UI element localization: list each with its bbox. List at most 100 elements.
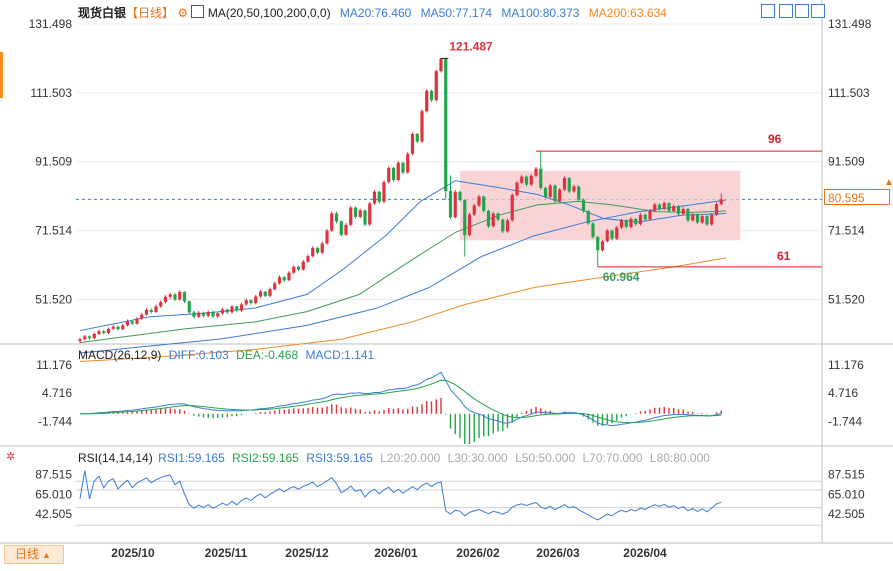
candle-body: [629, 218, 633, 227]
candle-body: [320, 243, 324, 253]
candle-body: [515, 182, 519, 196]
macd-header: MACD(26,12,9) DIFF:0.103 DEA:-0.468 MACD…: [78, 348, 374, 362]
candle-body: [539, 168, 543, 188]
candle-body: [691, 214, 695, 221]
macd-diff-line: [79, 371, 722, 427]
price-pointer-icon: ▲: [884, 177, 893, 188]
triangle-up-icon: ▲: [42, 550, 51, 560]
candle-body: [87, 336, 92, 339]
annotations: 121.487 96 61 60.964: [440, 39, 822, 284]
candle-body: [548, 185, 552, 197]
x-axis-label: 2026/01: [374, 546, 418, 560]
l70-value: L70:70.000: [582, 451, 643, 465]
settings-icon[interactable]: ⚙: [177, 6, 189, 20]
candle-body: [268, 289, 272, 296]
candle-body: [501, 219, 505, 232]
candle-body: [477, 196, 481, 206]
candle-body: [173, 294, 177, 300]
macd-panel: 11.176 11.176 4.716 4.716 -1.744 -1.744: [36, 358, 864, 445]
candle-body: [448, 191, 453, 218]
candle-body: [505, 220, 510, 232]
candle-body: [121, 325, 125, 330]
close-icon[interactable]: [811, 4, 825, 18]
candle-body: [719, 199, 723, 205]
price-axis-label-right: 51.520: [828, 292, 865, 306]
candle-body: [391, 167, 396, 181]
candle-body: [239, 304, 244, 311]
candle-body: [83, 336, 87, 340]
candle-body: [363, 210, 367, 225]
period-label[interactable]: 【日线】: [126, 6, 175, 20]
macd-axis-label-right: 4.716: [828, 386, 858, 400]
candle-body: [282, 277, 286, 281]
price-axis-label-left: 131.498: [29, 17, 73, 31]
candle-body: [619, 220, 624, 228]
candle-body: [273, 283, 277, 290]
candle-body: [111, 326, 115, 329]
expand-icon[interactable]: [761, 4, 775, 18]
rsi-line: [79, 470, 722, 521]
candle-body: [349, 207, 353, 225]
candle-body: [197, 312, 201, 317]
rsi-axis-label-left: 42.505: [35, 507, 72, 521]
candle-body: [714, 204, 719, 215]
candle-body: [382, 182, 386, 202]
candle-body: [700, 216, 704, 223]
candle-body: [159, 301, 163, 307]
grid: 131.498 131.498 111.503 111.503 91.509 91.509…: [29, 17, 872, 560]
candle-body: [581, 199, 586, 212]
candle-body: [586, 211, 590, 224]
candle-body: [510, 195, 514, 221]
ma200-line: [79, 257, 727, 363]
candle-body: [615, 227, 619, 239]
x-axis-label: 2025/12: [285, 546, 329, 560]
ma100-value: MA100:80.373: [501, 6, 580, 20]
resistance-label: 96: [768, 132, 782, 146]
ma-icon[interactable]: [191, 5, 205, 18]
rsi-header: RSI(14,14,14) RSI1:59.165 RSI2:59.165 RS…: [78, 451, 710, 465]
candle-body: [681, 208, 685, 214]
candle-body: [301, 261, 305, 270]
period-tab[interactable]: 日线 ▲: [4, 545, 64, 564]
fullscreen-icon[interactable]: [795, 4, 809, 18]
l80-value: L80:80.000: [649, 451, 710, 465]
candle-body: [220, 309, 225, 314]
candles: [78, 57, 723, 344]
candle-body: [444, 59, 448, 192]
candle-body: [325, 230, 329, 244]
candle-body: [192, 312, 196, 317]
candle-body: [434, 71, 438, 101]
candle-body: [254, 296, 258, 303]
candle-body: [144, 309, 149, 315]
candle-body: [676, 206, 681, 214]
high-label: 121.487: [449, 39, 493, 53]
candle-body: [577, 186, 581, 200]
candle-body: [334, 213, 339, 222]
ma20-value: MA20:76.460: [339, 6, 412, 20]
candle-body: [553, 185, 557, 202]
candle-body: [406, 153, 410, 173]
candle-body: [624, 220, 628, 227]
candle-body: [187, 301, 191, 313]
macd-axis-label-right: -1.744: [828, 414, 862, 428]
settings-gear-icon[interactable]: ✲: [6, 451, 16, 463]
candle-body: [263, 291, 267, 296]
ma100-line: [79, 199, 727, 354]
candle-body: [106, 328, 111, 333]
macd-value: MACD:1.141: [305, 348, 375, 362]
candle-body: [695, 214, 700, 223]
candle-body: [425, 90, 429, 112]
candle-body: [657, 204, 662, 209]
candle-body: [78, 339, 82, 341]
candle-body: [529, 175, 533, 185]
candle-body: [311, 247, 315, 257]
macd-dea-line: [79, 379, 722, 424]
candle-body: [524, 176, 529, 185]
candle-body: [453, 191, 457, 218]
window-icon[interactable]: [779, 4, 793, 18]
candle-body: [558, 189, 562, 202]
candle-body: [201, 312, 206, 316]
candle-body: [686, 208, 690, 221]
candle-body: [467, 214, 472, 236]
